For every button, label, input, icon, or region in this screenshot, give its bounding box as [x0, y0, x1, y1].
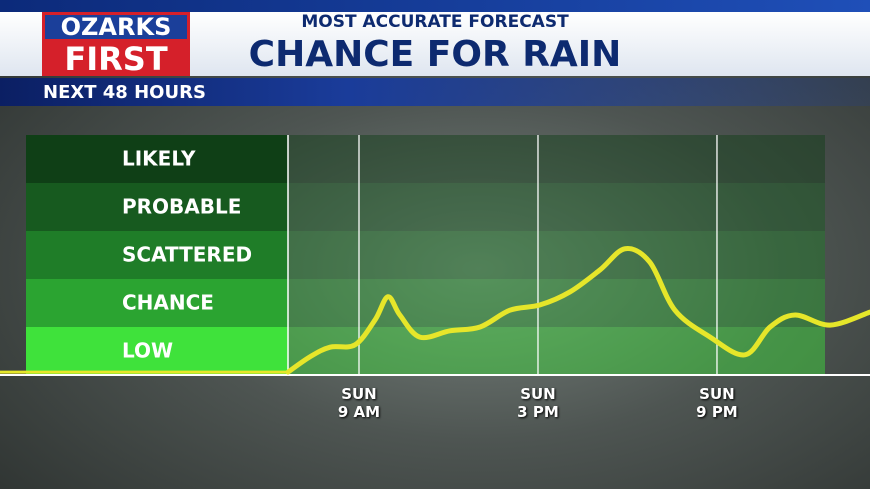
x-tick-label: SUN 9 PM	[696, 385, 738, 421]
sub-bar	[0, 78, 870, 106]
y-tick-label: CHANCE	[122, 291, 214, 315]
band	[288, 279, 825, 327]
logo-bottom: FIRST	[42, 42, 190, 76]
y-tick-label: PROBABLE	[122, 195, 241, 219]
y-tick-label: LIKELY	[122, 147, 196, 171]
band	[288, 327, 825, 375]
y-tick-label: LOW	[122, 339, 173, 363]
x-tick-label: SUN 3 PM	[517, 385, 559, 421]
band-label-cell	[26, 279, 288, 327]
band	[288, 183, 825, 231]
band	[288, 135, 825, 183]
top-stripe	[0, 0, 870, 12]
band-label-cell	[26, 327, 288, 375]
kicker: MOST ACCURATE FORECAST	[301, 12, 569, 32]
logo-top: OZARKS	[42, 12, 190, 42]
period: NEXT 48 HOURS	[43, 82, 206, 103]
band-label-cell	[26, 183, 288, 231]
band	[288, 231, 825, 279]
band-label-cell	[26, 231, 288, 279]
x-tick-label: SUN 9 AM	[337, 385, 381, 421]
band-label-cell	[26, 135, 288, 183]
y-tick-label: SCATTERED	[122, 243, 252, 267]
rain-line	[285, 246, 870, 375]
chart-title: CHANCE FOR RAIN	[248, 34, 622, 75]
